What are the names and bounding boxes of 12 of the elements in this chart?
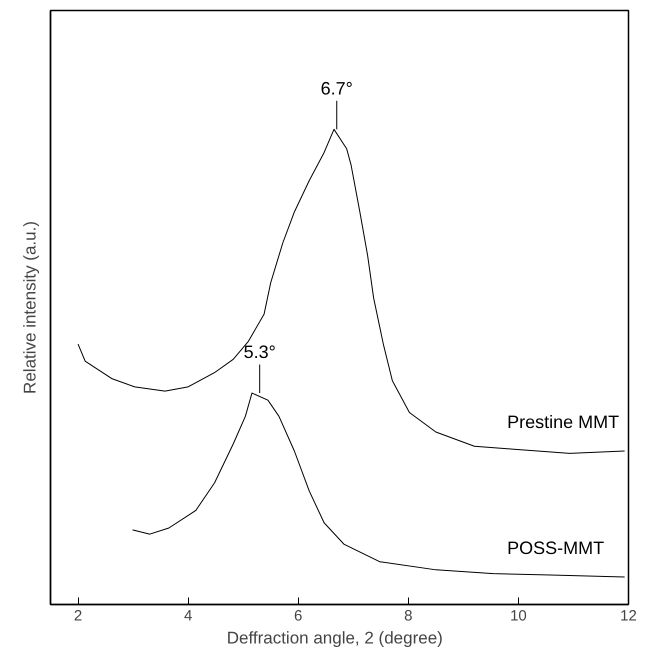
series-label: POSS-MMT (507, 538, 604, 558)
x-axis-title: Deffraction angle, 2 (degree) (226, 628, 443, 648)
x-tick-label: 10 (510, 608, 527, 624)
series-label: Prestine MMT (507, 412, 620, 432)
x-tick-label: 6 (294, 608, 302, 624)
x-tick-label: 12 (620, 608, 637, 624)
x-tick-label: 2 (74, 608, 82, 624)
x-tick-label: 8 (404, 608, 412, 624)
annotation: 6.7° (320, 78, 353, 98)
x-tick-label: 4 (184, 608, 192, 624)
annotation: 5.3° (244, 342, 276, 362)
y-axis-title: Relative intensity (a.u.) (20, 221, 40, 394)
